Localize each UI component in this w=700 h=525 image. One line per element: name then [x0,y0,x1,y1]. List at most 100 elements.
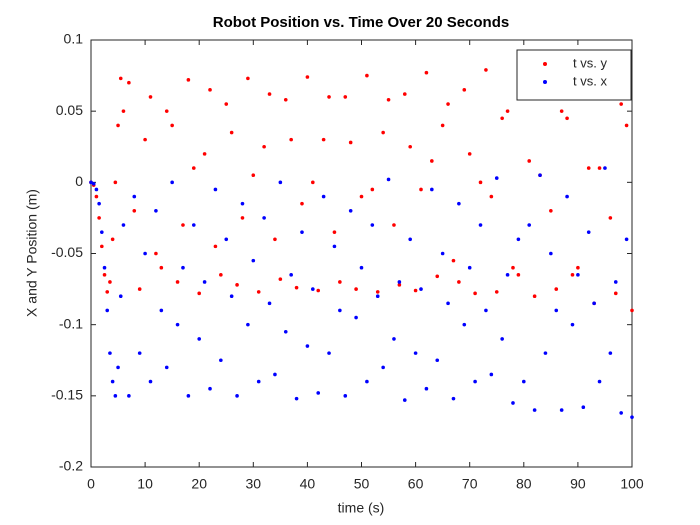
data-point [489,194,494,199]
data-point [446,301,450,306]
data-point [175,322,180,327]
data-point [559,408,564,412]
data-point [559,109,564,113]
data-point [576,265,580,270]
y-tick-label: 0.1 [64,31,84,47]
legend-box [516,49,632,101]
legend-label: t vs. y [573,55,607,70]
data-point [332,230,337,234]
data-point [365,73,369,78]
data-point [408,237,412,242]
data-point [457,280,461,284]
data-point [121,223,126,227]
data-point [219,273,223,277]
data-point [338,308,342,313]
data-point [91,181,96,186]
x-tick-label: 90 [570,476,586,492]
data-point [549,209,553,213]
data-point [451,258,456,263]
data-point [267,92,272,96]
data-point [549,251,553,256]
y-tick-label: -0.15 [51,387,83,403]
data-point [197,291,201,296]
data-point [392,337,396,341]
data-point [419,287,423,291]
data-point [116,365,120,370]
data-point [484,68,488,72]
data-point [97,216,101,220]
data-point [489,372,494,377]
data-point [370,223,375,227]
x-tick-label: 10 [137,476,153,492]
data-point [113,180,118,185]
data-point [494,176,499,180]
data-point [229,130,234,135]
data-point [359,265,364,270]
data-point [630,308,634,313]
data-point [565,194,569,199]
data-point [338,280,342,284]
data-point [121,109,126,113]
data-point [430,187,434,192]
data-point [181,265,185,270]
data-point [473,291,477,296]
data-point [413,351,418,355]
data-point [105,308,110,313]
data-point [181,223,185,227]
data-point [316,391,321,395]
data-point [246,76,250,81]
data-point [354,315,358,320]
data-point [586,166,591,170]
x-tick-label: 30 [246,476,262,492]
data-point [570,322,575,327]
y-tick-label: -0.1 [59,315,83,331]
data-point [208,386,212,391]
data-point [375,294,380,299]
data-point [300,201,304,206]
data-point [170,123,174,128]
data-point [110,379,115,384]
data-point [321,194,326,199]
data-point [619,411,623,415]
data-point [597,166,602,170]
data-point [108,351,112,355]
data-point [386,97,391,102]
data-point [597,379,602,384]
data-point [108,280,112,284]
data-point [500,337,504,341]
data-point [365,379,369,384]
data-point [624,123,629,128]
data-point [256,379,261,384]
data-point [424,70,429,75]
data-point [446,102,450,106]
data-point [305,344,310,348]
data-point [170,180,174,185]
data-point [154,209,158,213]
data-point [570,273,575,277]
data-point [522,379,526,384]
data-point [478,180,483,185]
data-point [127,394,131,398]
data-point [511,265,515,270]
data-point [586,230,591,234]
data-point [505,109,510,113]
data-point [608,351,613,355]
data-point [386,177,391,182]
data-point [116,123,120,128]
data-point [289,137,293,142]
data-point [381,365,385,370]
data-point [375,290,380,294]
x-tick-label: 20 [191,476,207,492]
data-point [278,180,283,185]
data-point [516,273,521,277]
data-point [467,265,472,270]
data-point [603,166,607,170]
data-point [419,187,423,192]
data-point [327,351,331,355]
data-point [500,116,504,121]
x-tick-label: 60 [408,476,424,492]
data-point [143,251,147,256]
data-point [370,187,375,192]
data-point [484,308,488,313]
data-point [102,273,107,277]
